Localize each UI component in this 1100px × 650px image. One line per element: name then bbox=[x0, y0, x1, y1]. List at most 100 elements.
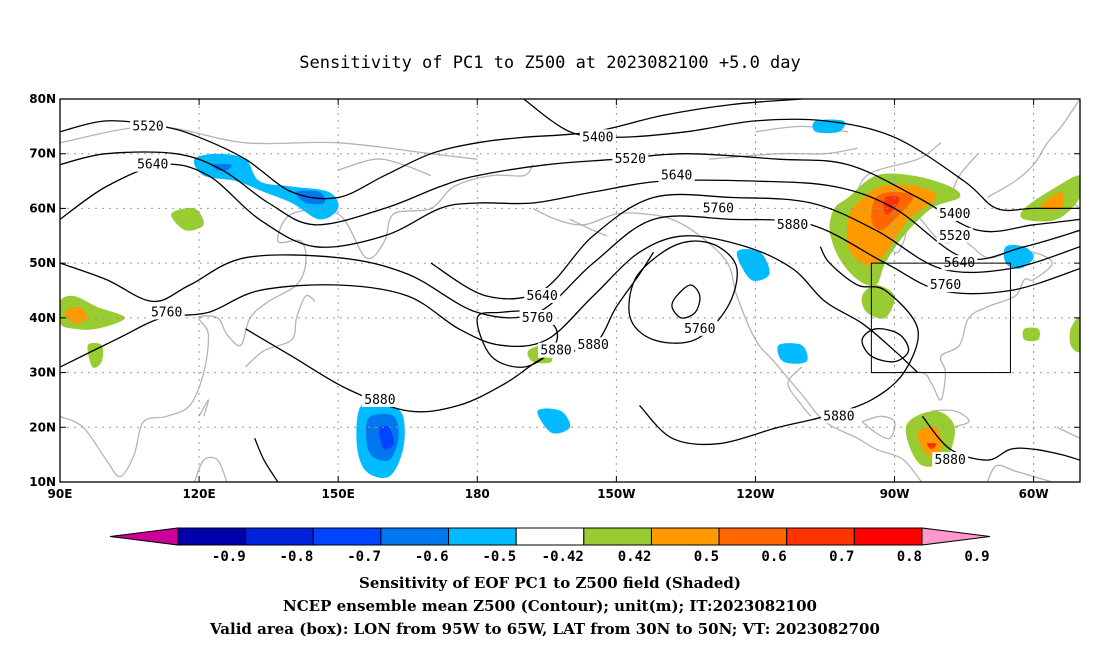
contour-5760-6 bbox=[60, 235, 919, 374]
contour-label-text: 5400 bbox=[582, 130, 613, 145]
contour-label-bg bbox=[575, 337, 612, 353]
contour-label-bg bbox=[148, 304, 185, 320]
contour-label-15: 5880 bbox=[538, 342, 575, 359]
y-tick-label-6: 20N bbox=[29, 420, 56, 434]
shaded-region-6 bbox=[1040, 191, 1064, 210]
contour-label-5: 5760 bbox=[700, 200, 737, 216]
colorbar-label-7: 0.5 bbox=[694, 549, 719, 565]
contour-label-text: 5760 bbox=[522, 311, 553, 326]
shaded-region-15 bbox=[64, 306, 88, 324]
shaded-region-4 bbox=[861, 285, 895, 319]
contour-label-3: 5520 bbox=[612, 151, 649, 167]
contour-label-bg bbox=[936, 205, 973, 221]
contour-5640-3 bbox=[60, 163, 1080, 261]
colorbar-label-9: 0.7 bbox=[829, 549, 854, 565]
contour-label-0: 5520 bbox=[130, 118, 167, 134]
y-tick-label-7: 10N bbox=[29, 475, 56, 489]
shaded-region-1 bbox=[846, 184, 937, 266]
coastline-15 bbox=[338, 158, 432, 177]
coastline-18 bbox=[569, 218, 608, 237]
shaded-region-3 bbox=[883, 195, 900, 215]
colorbar-label-10: 0.8 bbox=[897, 549, 922, 565]
x-tick-label-4: 150W bbox=[597, 487, 635, 501]
y-tick-label-5: 30N bbox=[29, 366, 56, 380]
contour-label-bg bbox=[579, 129, 616, 145]
contour-label-8: 5520 bbox=[936, 227, 973, 244]
contour-label-text: 5400 bbox=[939, 207, 970, 222]
shaded-region-17 bbox=[171, 207, 204, 231]
shaded-region-8 bbox=[193, 153, 339, 220]
colorbar-segment-8 bbox=[718, 527, 788, 546]
contour-5760-8 bbox=[671, 284, 701, 319]
coastline-5 bbox=[532, 207, 923, 482]
contour-label-bg bbox=[941, 255, 978, 271]
contour-label-13: 5760 bbox=[681, 320, 718, 337]
contour-label-text: 5760 bbox=[684, 322, 715, 337]
contour-label-text: 5760 bbox=[930, 278, 961, 293]
coastline-17 bbox=[1056, 426, 1080, 439]
coastline-0 bbox=[60, 164, 534, 478]
contour-label-bg bbox=[361, 391, 398, 407]
shaded-region-10 bbox=[212, 163, 233, 171]
coastline-6 bbox=[787, 366, 812, 417]
colorbar-label-2: -0.7 bbox=[347, 549, 381, 565]
colorbar-label-0: -0.9 bbox=[212, 549, 246, 565]
contour-5520-0 bbox=[60, 99, 802, 200]
shaded-sensitivity-layer bbox=[60, 119, 1080, 478]
shaded-region-19 bbox=[537, 408, 571, 434]
contour-label-2: 5400 bbox=[579, 129, 616, 145]
x-tick-label-5: 120W bbox=[736, 487, 774, 501]
colorbar-segment-1 bbox=[245, 527, 314, 546]
contour-label-text: 5880 bbox=[540, 344, 571, 359]
x-tick-label-0: 90E bbox=[48, 487, 73, 501]
shaded-region-24 bbox=[926, 443, 937, 450]
contour-label-text: 5520 bbox=[615, 152, 646, 167]
colorbar-segment-4 bbox=[448, 527, 517, 546]
contour-label-bg bbox=[519, 309, 556, 325]
colorbar-segment-2 bbox=[312, 527, 382, 546]
contour-label-12: 5760 bbox=[519, 309, 556, 326]
contour-label-text: 5760 bbox=[703, 201, 734, 216]
contour-label-bg bbox=[927, 277, 964, 293]
contour-label-4: 5640 bbox=[658, 167, 695, 184]
contour-label-text: 5640 bbox=[527, 289, 558, 304]
contour-label-17: 5880 bbox=[361, 391, 398, 408]
shaded-region-20 bbox=[736, 249, 770, 281]
contour-label-19: 5880 bbox=[932, 452, 969, 468]
contour-label-14: 5760 bbox=[148, 304, 185, 320]
shaded-region-25 bbox=[1022, 327, 1041, 342]
contour-label-10: 5760 bbox=[927, 277, 964, 293]
map-frame bbox=[59, 98, 1081, 483]
contour-5880-10 bbox=[476, 310, 559, 368]
y-tick-label-0: 80N bbox=[29, 92, 56, 106]
contour-label-1: 5640 bbox=[134, 156, 171, 173]
contour-5880-13 bbox=[921, 415, 1080, 461]
y-tick-label-2: 60N bbox=[29, 201, 56, 215]
coastline-1 bbox=[245, 294, 316, 368]
contour-5880-12 bbox=[639, 246, 919, 446]
contour-5880-9 bbox=[245, 251, 655, 413]
colorbar-label-1: -0.8 bbox=[280, 549, 314, 565]
contour-label-text: 5880 bbox=[364, 393, 395, 408]
shaded-region-13 bbox=[379, 425, 394, 450]
contour-label-bg bbox=[134, 156, 171, 172]
contour-label-text: 5880 bbox=[935, 453, 966, 468]
axis-tick-layer: 90E 120E 150E 180 150W 120W 90W 60W 80N 70N 60N 50N… bbox=[29, 92, 1080, 501]
colorbar-segment-7 bbox=[650, 527, 720, 546]
contour-label-text: 5760 bbox=[151, 305, 182, 320]
shaded-region-21 bbox=[777, 343, 808, 364]
colorbar-label-11: 0.9 bbox=[964, 549, 989, 565]
contour-label-bg bbox=[700, 200, 737, 216]
colorbar-label-8: 0.6 bbox=[761, 549, 786, 565]
coastline-7 bbox=[861, 415, 896, 440]
colorbar-segment-9 bbox=[786, 527, 855, 546]
colorbar-segment-6 bbox=[583, 527, 652, 546]
caption-line-2: NCEP ensemble mean Z500 (Contour); unit(… bbox=[283, 597, 817, 615]
colorbar-arrow-left bbox=[109, 527, 179, 546]
y-tick-label-3: 50N bbox=[29, 256, 56, 270]
x-tick-label-7: 60W bbox=[1019, 487, 1049, 501]
contour-5520-2 bbox=[60, 151, 1080, 233]
map-plot-area: 5520564054005520564057605880540055205640… bbox=[29, 92, 1081, 501]
contour-label-text: 5880 bbox=[578, 338, 609, 353]
